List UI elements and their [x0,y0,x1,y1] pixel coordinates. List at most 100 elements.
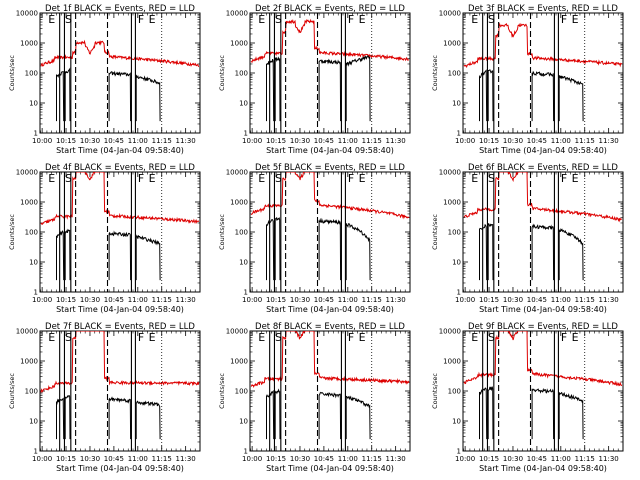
events-curve-seg-4 [345,223,371,281]
x-tick-label: 10:00 [32,137,52,145]
events-curve-seg-2 [274,56,281,122]
y-axis-label: Counts/sec [8,214,16,250]
y-tick-label: 1 [244,130,248,138]
y-tick-label: 10000 [226,328,248,336]
x-axis-label: Start Time (04-Jan-04 09:58:40) [479,464,607,473]
x-tick-label: 10:00 [455,455,475,463]
data-layer [251,172,410,292]
y-tick-label: 1 [34,130,38,138]
y-tick-label: 10 [452,259,461,267]
x-tick-label: 10:45 [104,296,124,304]
x-tick-label: 10:00 [242,455,262,463]
y-tick-label: 1 [457,289,461,297]
panel-det-4: Det 4f BLACK = Events, RED = LLD 1 10 100 10… [8,163,201,314]
x-tick-label: 10:30 [80,455,100,463]
x-tick-label: 11:00 [338,137,358,145]
events-curve-seg-3 [108,230,132,281]
y-tick-label: 1000 [230,358,248,366]
event-marker-letter: E [149,172,156,185]
y-tick-label: 1 [457,448,461,456]
x-tick-label: 10:15 [266,296,286,304]
panel-title: Det 6f BLACK = Events, RED = LLD [468,163,618,173]
panel-det-8: Det 8f BLACK = Events, RED = LLD 1 10 100 10… [218,322,411,473]
x-tick-label: 10:00 [32,296,52,304]
data-layer [250,13,410,133]
y-tick-label: 1 [244,448,248,456]
x-tick-label: 10:15 [479,455,499,463]
x-tick-label: 11:00 [128,455,148,463]
x-tick-label: 11:15 [575,137,595,145]
x-tick-label: 10:45 [527,455,547,463]
x-tick-label: 11:30 [386,137,406,145]
y-axis-label: Counts/sec [8,373,16,409]
event-marker-letter: E [149,331,156,344]
y-tick-label: 1000 [230,40,248,48]
event-marker-letter: F [348,172,354,185]
panel-title: Det 1f BLACK = Events, RED = LLD [45,4,195,14]
x-tick-label: 10:00 [242,296,262,304]
event-marker-letter: E [471,13,478,26]
panel-title: Det 5f BLACK = Events, RED = LLD [255,163,405,173]
events-curve-seg-3 [318,58,342,122]
x-tick-label: 10:45 [104,137,124,145]
x-tick-label: 10:15 [479,137,499,145]
x-tick-label: 10:45 [527,296,547,304]
events-curve-seg-3 [108,70,132,122]
y-tick-label: 1000 [20,40,38,48]
x-tick-label: 11:15 [362,296,382,304]
data-layer [40,172,200,292]
event-marker-letter: S [488,172,495,185]
event-marker-letter: F [138,331,144,344]
y-tick-label: 100 [235,70,248,78]
event-marker-letter: S [275,172,282,185]
data-layer [463,172,623,292]
y-tick-label: 1000 [443,358,461,366]
event-marker-letter: S [65,13,72,26]
lld-curve [40,331,200,393]
y-tick-label: 100 [25,229,38,237]
x-tick-label: 10:30 [503,455,523,463]
events-curve-seg-3 [318,391,342,440]
x-tick-label: 10:15 [266,137,286,145]
panel-det-5: Det 5f BLACK = Events, RED = LLD 1 10 100 10… [218,163,411,314]
x-tick-label: 11:15 [575,296,595,304]
y-tick-label: 10000 [16,169,38,177]
x-tick-label: 10:00 [455,296,475,304]
events-curve-seg-3 [108,396,132,440]
x-tick-label: 10:45 [314,137,334,145]
x-axis-label: Start Time (04-Jan-04 09:58:40) [479,305,607,314]
x-tick-label: 10:15 [56,296,76,304]
x-tick-label: 11:00 [128,137,148,145]
events-curve-seg-4 [558,228,584,281]
x-tick-label: 11:15 [575,455,595,463]
x-tick-label: 11:30 [386,455,406,463]
event-marker-letter: F [138,172,144,185]
y-tick-label: 10 [452,418,461,426]
x-tick-label: 11:30 [386,296,406,304]
y-tick-label: 1000 [443,199,461,207]
events-curve-seg-2 [64,394,71,440]
y-tick-label: 10 [452,100,461,108]
y-tick-label: 10000 [439,169,461,177]
x-tick-label: 11:30 [599,137,619,145]
x-tick-label: 10:45 [527,137,547,145]
events-curve-seg-4 [345,55,371,122]
panel-title: Det 3f BLACK = Events, RED = LLD [468,4,618,14]
x-axis-label: Start Time (04-Jan-04 09:58:40) [56,146,184,155]
y-tick-label: 10000 [439,10,461,18]
x-tick-label: 10:30 [80,137,100,145]
panel-title: Det 9f BLACK = Events, RED = LLD [468,322,618,332]
events-curve-seg-2 [64,228,71,281]
x-tick-label: 10:30 [290,455,310,463]
x-tick-label: 10:30 [290,137,310,145]
events-curve-seg-2 [274,216,281,281]
lld-curve [40,39,200,68]
panel-det-7: Det 7f BLACK = Events, RED = LLD 1 10 100 10… [8,322,201,473]
data-layer [463,331,623,451]
y-tick-label: 10 [239,418,248,426]
panel-det-3: Det 3f BLACK = Events, RED = LLD 1 10 100 10… [431,4,624,155]
x-tick-label: 10:45 [314,296,334,304]
events-curve-seg-4 [558,391,584,440]
event-marker-letter: E [359,172,366,185]
y-tick-label: 10 [239,100,248,108]
